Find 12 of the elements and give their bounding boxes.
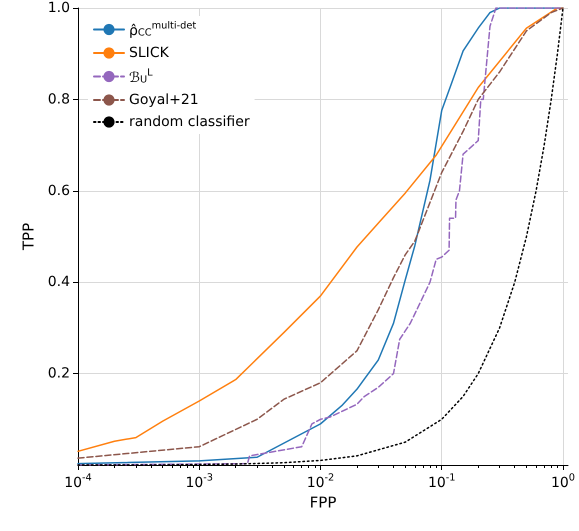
y-tick-label: 0.4 (48, 274, 70, 290)
legend-label: random classifier (129, 114, 250, 130)
legend-label: Goyal+21 (129, 92, 199, 108)
y-tick-label: 0.2 (48, 366, 70, 382)
y-tick-label: 0.6 (48, 182, 70, 199)
x-axis-title: FPP (310, 493, 336, 512)
y-tick-label: 1.0 (48, 0, 70, 16)
legend-label: SLICK (129, 45, 170, 61)
legend-label: ρ̂CCmulti-det (129, 20, 196, 39)
y-axis-title: TPP (20, 222, 38, 252)
y-tick-label: 0.8 (48, 91, 70, 108)
legend-label: ℬUL (129, 68, 154, 86)
